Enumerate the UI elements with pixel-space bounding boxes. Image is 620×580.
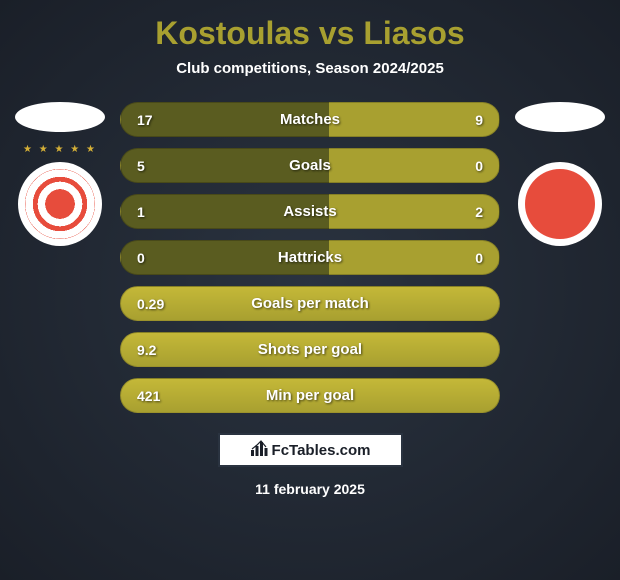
stat-left-value: 9.2 bbox=[137, 342, 156, 358]
stars-icon: ★ ★ ★ ★ ★ bbox=[23, 144, 97, 155]
stat-left-value: 421 bbox=[137, 388, 160, 404]
left-club-logo: ★ ★ ★ ★ ★ bbox=[18, 162, 102, 246]
chart-icon bbox=[250, 439, 268, 462]
stat-row: 0 Hattricks 0 bbox=[120, 240, 500, 275]
stat-label: Goals per match bbox=[251, 295, 369, 312]
subtitle: Club competitions, Season 2024/2025 bbox=[0, 60, 620, 77]
stat-left-value: 0 bbox=[137, 250, 145, 266]
stats-column: 17 Matches 9 5 Goals 0 1 Assists 2 0 Hattricks 0 0.2… bbox=[120, 102, 500, 413]
left-flag-ellipse bbox=[15, 102, 105, 132]
left-player-col: ★ ★ ★ ★ ★ bbox=[10, 102, 110, 246]
stat-row: 17 Matches 9 bbox=[120, 102, 500, 137]
stat-row: 5 Goals 0 bbox=[120, 148, 500, 183]
comparison-section: ★ ★ ★ ★ ★ 17 Matches 9 5 Goals 0 1 Assists 2 0 Hat… bbox=[0, 102, 620, 413]
right-club-logo bbox=[518, 162, 602, 246]
stat-label: Min per goal bbox=[266, 387, 354, 404]
stat-left-value: 1 bbox=[137, 204, 145, 220]
stat-label: Shots per goal bbox=[258, 341, 362, 358]
stat-label: Matches bbox=[280, 111, 340, 128]
date-text: 11 february 2025 bbox=[0, 481, 620, 497]
stat-left-value: 17 bbox=[137, 112, 153, 128]
stat-right-value: 2 bbox=[475, 204, 483, 220]
stat-right-value: 9 bbox=[475, 112, 483, 128]
right-flag-ellipse bbox=[515, 102, 605, 132]
stat-label: Assists bbox=[283, 203, 336, 220]
main-container: Kostoulas vs Liasos Club competitions, S… bbox=[0, 0, 620, 580]
stat-left-value: 0.29 bbox=[137, 296, 164, 312]
stat-right-value: 0 bbox=[475, 250, 483, 266]
right-player-col bbox=[510, 102, 610, 246]
stat-row: 0.29 Goals per match bbox=[120, 286, 500, 321]
stat-row: 9.2 Shots per goal bbox=[120, 332, 500, 367]
page-title: Kostoulas vs Liasos bbox=[0, 15, 620, 52]
stat-right-value: 0 bbox=[475, 158, 483, 174]
stat-label: Hattricks bbox=[278, 249, 342, 266]
stat-label: Goals bbox=[289, 157, 331, 174]
stat-row: 1 Assists 2 bbox=[120, 194, 500, 229]
attribution-box[interactable]: FcTables.com bbox=[218, 433, 403, 467]
attribution-text: FcTables.com bbox=[272, 442, 371, 459]
stat-left-value: 5 bbox=[137, 158, 145, 174]
stat-row: 421 Min per goal bbox=[120, 378, 500, 413]
